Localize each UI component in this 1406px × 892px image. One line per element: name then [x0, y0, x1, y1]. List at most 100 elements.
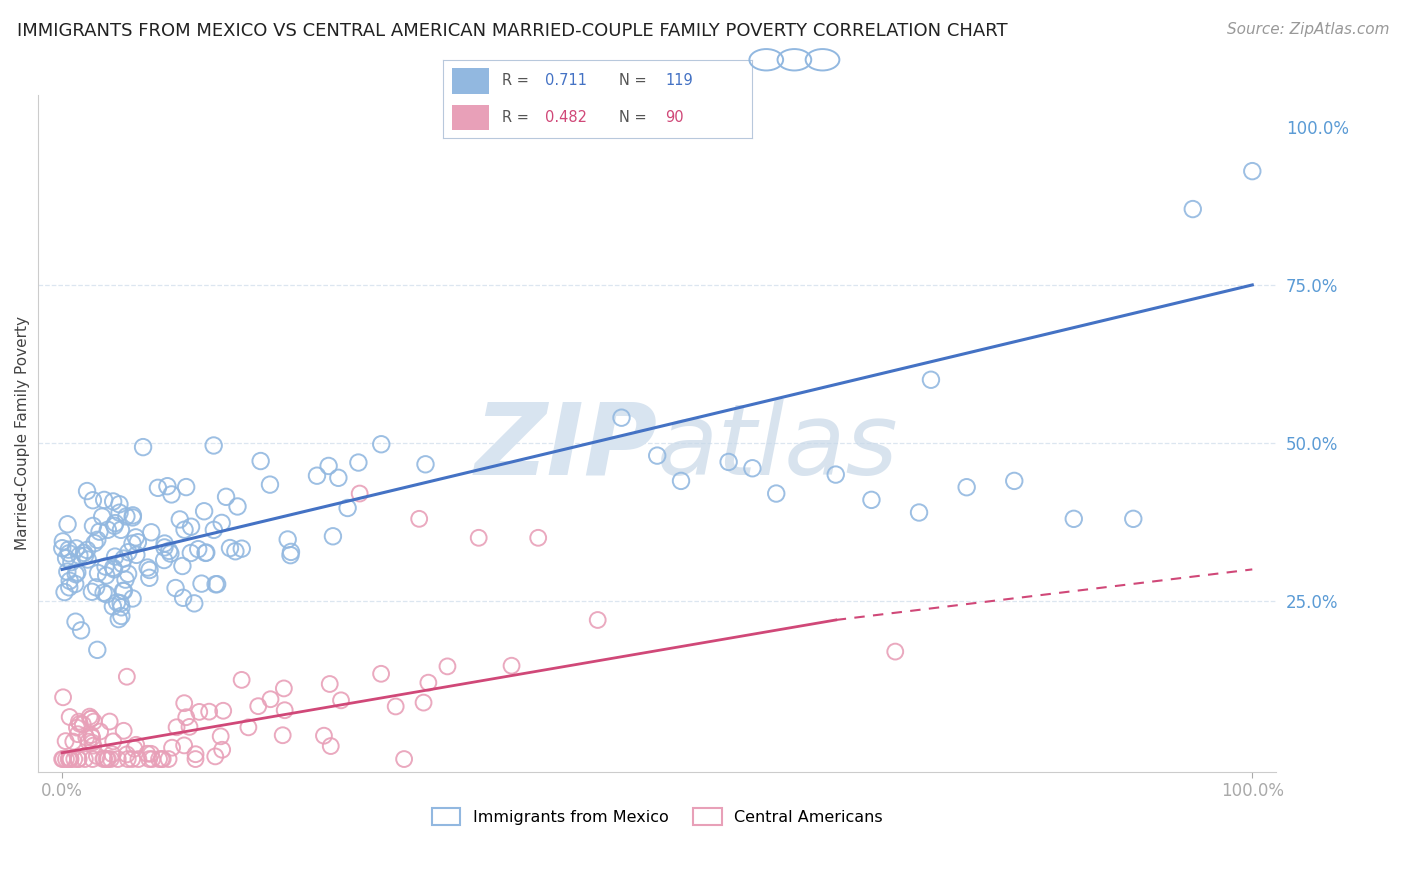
Point — [436, 659, 458, 673]
Point — [55, 734, 77, 748]
Point — [169, 512, 191, 526]
Point — [65, 615, 87, 629]
Point — [415, 458, 437, 472]
Point — [273, 681, 295, 696]
Point — [125, 548, 148, 562]
Text: R =: R = — [502, 110, 533, 125]
Point — [156, 479, 179, 493]
Point — [105, 595, 128, 609]
Point — [384, 699, 406, 714]
Point — [67, 549, 90, 563]
Point — [148, 752, 170, 766]
Point — [249, 454, 271, 468]
Point — [66, 566, 89, 580]
Point — [97, 752, 120, 766]
Point — [956, 480, 979, 494]
Point — [124, 741, 146, 756]
Point — [669, 474, 692, 488]
Point — [205, 577, 228, 591]
Point — [157, 752, 180, 766]
Point — [86, 643, 108, 657]
Point — [188, 705, 211, 719]
Point — [82, 736, 104, 750]
Point — [60, 555, 83, 569]
Point — [93, 492, 115, 507]
Point — [104, 549, 127, 564]
Point — [160, 740, 183, 755]
Point — [160, 487, 183, 501]
Point — [347, 456, 370, 470]
Point — [138, 752, 160, 766]
Y-axis label: Married-Couple Family Poverty: Married-Couple Family Poverty — [15, 317, 30, 550]
Point — [67, 752, 90, 766]
Point — [117, 545, 139, 559]
Point — [51, 752, 73, 766]
Point — [280, 548, 302, 562]
Point — [76, 543, 98, 558]
Point — [83, 714, 105, 729]
Point — [370, 437, 392, 451]
Point — [280, 545, 302, 559]
Text: 90: 90 — [665, 110, 685, 125]
Point — [204, 577, 226, 591]
Text: IMMIGRANTS FROM MEXICO VS CENTRAL AMERICAN MARRIED-COUPLE FAMILY POVERTY CORRELA: IMMIGRANTS FROM MEXICO VS CENTRAL AMERIC… — [17, 22, 1008, 40]
Point — [610, 410, 633, 425]
Point — [184, 752, 207, 766]
Point — [59, 710, 82, 724]
Text: 119: 119 — [665, 73, 693, 88]
Point — [211, 516, 233, 530]
Point — [75, 731, 97, 745]
Point — [52, 752, 75, 766]
Point — [920, 373, 942, 387]
Point — [82, 731, 104, 745]
Point — [111, 557, 134, 571]
Point — [76, 484, 98, 499]
Point — [101, 599, 124, 614]
Text: N =: N = — [619, 110, 651, 125]
Point — [115, 509, 138, 524]
Point — [184, 747, 207, 762]
Point — [319, 739, 342, 753]
Point — [908, 506, 931, 520]
Point — [96, 587, 118, 601]
Point — [80, 728, 103, 742]
Point — [501, 658, 523, 673]
Text: N =: N = — [619, 73, 651, 88]
Point — [273, 703, 295, 717]
Point — [84, 580, 107, 594]
Point — [330, 693, 353, 707]
Point — [52, 534, 75, 549]
Point — [112, 551, 135, 566]
Point — [73, 752, 96, 766]
Point — [83, 536, 105, 550]
Point — [82, 739, 104, 753]
Point — [259, 477, 281, 491]
Point — [194, 546, 217, 560]
Point — [195, 545, 218, 559]
Text: Source: ZipAtlas.com: Source: ZipAtlas.com — [1226, 22, 1389, 37]
Point — [127, 535, 149, 549]
Legend: Immigrants from Mexico, Central Americans: Immigrants from Mexico, Central American… — [425, 802, 890, 831]
Point — [328, 471, 350, 485]
Point — [231, 541, 253, 556]
Point — [173, 739, 195, 753]
Point — [112, 584, 135, 599]
Point — [58, 546, 80, 560]
FancyBboxPatch shape — [453, 104, 489, 130]
Point — [127, 752, 149, 766]
Point — [198, 705, 221, 719]
Point — [1063, 512, 1085, 526]
Point — [165, 581, 187, 595]
Point — [108, 506, 131, 520]
Point — [103, 734, 125, 748]
Point — [1122, 512, 1144, 526]
Point — [183, 596, 205, 610]
Point — [122, 508, 145, 523]
Point — [93, 585, 115, 599]
Point — [141, 752, 163, 766]
Point — [187, 542, 209, 557]
Point — [370, 666, 392, 681]
Point — [322, 529, 344, 543]
Point — [93, 751, 115, 765]
Point — [153, 553, 176, 567]
